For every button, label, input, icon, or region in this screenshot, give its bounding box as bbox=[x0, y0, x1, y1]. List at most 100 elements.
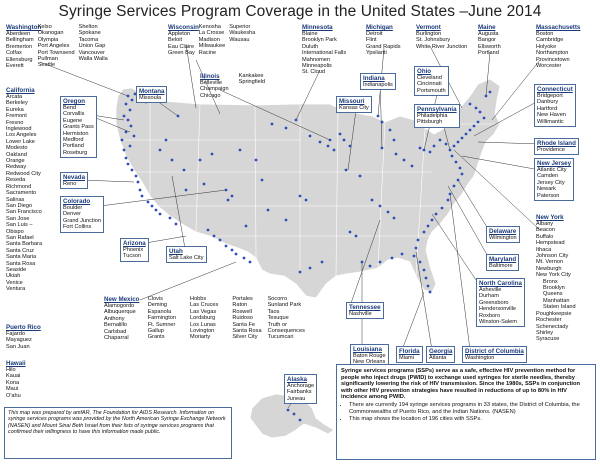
leader-line bbox=[401, 291, 425, 351]
ssp-marker bbox=[124, 102, 128, 106]
city-name: Bangor bbox=[478, 37, 497, 44]
city-name: Colfax bbox=[6, 50, 22, 57]
city-name: Roxboro bbox=[479, 312, 501, 319]
state-box-new-york: New York Albany Beacon Buffalo Hempstead Ith… bbox=[536, 214, 576, 343]
leader-line bbox=[447, 185, 491, 261]
ssp-marker bbox=[376, 114, 380, 118]
ssp-marker bbox=[458, 166, 462, 170]
city-list: Washington bbox=[465, 355, 524, 361]
city-name: Tesuque bbox=[267, 315, 289, 322]
ssp-marker bbox=[318, 140, 322, 144]
city-name: La Crosse bbox=[198, 30, 225, 37]
city-name: Anthony bbox=[104, 315, 125, 322]
city-name: Oakland bbox=[6, 151, 27, 158]
ssp-marker bbox=[128, 144, 132, 148]
city-list: Alamogordo Albuquerque Anthony Bernalillo Ca… bbox=[104, 303, 136, 341]
city-name: Obispo bbox=[6, 228, 24, 235]
city-list: Philadelphia Pittsburgh bbox=[417, 113, 457, 126]
city-name: Fort Collins bbox=[63, 224, 92, 231]
ssp-marker bbox=[392, 138, 396, 142]
city-name: Rochester bbox=[536, 317, 562, 324]
city-name: Blaine bbox=[302, 31, 318, 37]
ssp-marker bbox=[326, 144, 330, 148]
ssp-marker bbox=[158, 148, 162, 152]
city-name: Cambridge bbox=[536, 37, 564, 44]
city-name: Santa Barbara bbox=[6, 241, 43, 248]
ssp-marker bbox=[456, 140, 460, 144]
ssp-marker bbox=[238, 148, 242, 152]
city-name: Philadelphia bbox=[417, 113, 448, 119]
city-name: Ypsilanti bbox=[366, 50, 387, 57]
ssp-marker bbox=[344, 168, 348, 172]
city-list: Hobbs Las Cruces Las Vegas Lordsburg Los Lun… bbox=[190, 296, 218, 341]
city-name: Fresno bbox=[6, 119, 24, 126]
state-box-vermont: Vermont Burlington St. Johnsbury White Riv… bbox=[416, 24, 467, 50]
state-box-michigan: Michigan Detroit Flint Grand Rapids Ypsilan… bbox=[366, 24, 401, 57]
state-title: District of Columbia bbox=[465, 348, 524, 355]
city-name: St. Cloud bbox=[302, 69, 326, 76]
city-name: Appleton bbox=[168, 31, 191, 37]
city-name: Baton Rouge bbox=[353, 353, 386, 359]
city-name: Roswell bbox=[232, 308, 252, 315]
city-name: Hartford bbox=[537, 105, 558, 112]
ssp-marker bbox=[328, 138, 332, 142]
state-title: New Jersey bbox=[537, 160, 572, 167]
city-name: Augusta bbox=[478, 31, 499, 37]
city-list: Augusta Bangor Ellsworth Portland bbox=[478, 31, 501, 57]
city-name: Mt. Vernon bbox=[536, 259, 564, 266]
ssp-marker bbox=[378, 204, 382, 208]
ssp-marker bbox=[400, 252, 404, 256]
city-list: Albany Beacon Buffalo Hempstead Ithaca Johnso… bbox=[536, 221, 576, 279]
city-name: Lordsburg bbox=[190, 315, 216, 322]
city-name: Tacoma bbox=[78, 36, 99, 43]
state-title: Maryland bbox=[489, 256, 517, 263]
city-name: Corvallis bbox=[63, 111, 85, 118]
city-name: Los Lunas bbox=[190, 321, 216, 328]
ssp-marker bbox=[430, 218, 434, 222]
ssp-marker bbox=[126, 94, 130, 98]
city-name: Boston bbox=[536, 31, 554, 37]
ssp-marker bbox=[230, 194, 234, 198]
city-list: Belleville Champaign Chicago bbox=[200, 80, 229, 99]
ssp-marker bbox=[298, 194, 302, 198]
city-name: Willimantic bbox=[537, 118, 564, 125]
city-name: Walla Walla bbox=[78, 56, 108, 63]
ssp-marker bbox=[234, 252, 238, 256]
state-box-delaware: Delaware Wilmington bbox=[486, 226, 520, 244]
city-name: Venice bbox=[6, 279, 23, 286]
leader-line bbox=[461, 155, 541, 171]
ssp-marker bbox=[380, 146, 384, 150]
ssp-marker bbox=[468, 128, 472, 132]
ssp-marker bbox=[266, 208, 270, 212]
city-name: Missoula bbox=[139, 95, 162, 101]
ssp-marker bbox=[129, 124, 133, 128]
ssp-marker bbox=[270, 122, 274, 126]
city-list: Blaine Brooklyn Park Duluth International F… bbox=[302, 31, 346, 76]
city-name: Lovington bbox=[190, 328, 215, 335]
ssp-marker bbox=[226, 198, 230, 202]
city-name: Los Angeles bbox=[6, 132, 37, 139]
state-title: Puerto Rico bbox=[6, 324, 41, 331]
city-name: Queens bbox=[543, 291, 563, 298]
city-list: Cleveland Cincinnati Portsmouth bbox=[417, 75, 446, 94]
city-name: Juneau bbox=[287, 395, 306, 402]
city-name: O'ahu bbox=[6, 392, 21, 399]
city-name: Worcester bbox=[536, 63, 562, 70]
ssp-marker bbox=[126, 118, 130, 122]
state-box-rhode-island: Rhode Island Providence bbox=[534, 138, 579, 156]
city-name: Camden bbox=[537, 173, 559, 180]
city-name: Bernalillo bbox=[104, 322, 128, 329]
ssp-marker bbox=[224, 244, 228, 248]
city-name: Olympia bbox=[37, 36, 59, 43]
city-list: Appleton Beloit Eau Claire Green Bay bbox=[168, 31, 195, 57]
city-list: Baton Rouge New Orleans bbox=[353, 353, 386, 366]
ssp-marker bbox=[472, 124, 476, 128]
city-list: Bend Corvallis Eugene Grants Pass Hermiston M… bbox=[63, 105, 94, 156]
city-name: San Francisco bbox=[6, 209, 42, 216]
state-title: Washington bbox=[6, 24, 42, 31]
city-name: Kansas City bbox=[339, 105, 369, 111]
ssp-marker bbox=[184, 188, 188, 192]
city-name: Shirley bbox=[536, 329, 554, 336]
city-list: Reno bbox=[63, 181, 85, 187]
city-name: Hilo bbox=[6, 367, 16, 373]
